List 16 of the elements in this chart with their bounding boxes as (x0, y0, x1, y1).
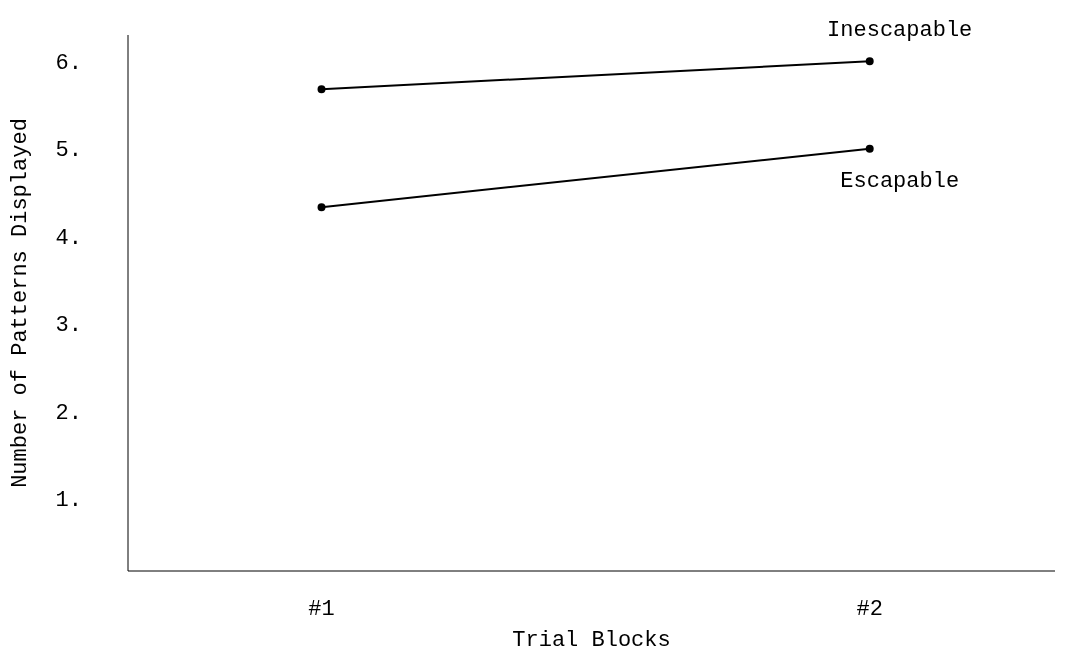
y-tick-label: 3. (55, 313, 82, 339)
y-tick-label: 4. (55, 225, 82, 251)
point (317, 203, 326, 212)
x-axis-title: Trial Blocks (512, 628, 671, 653)
series-label: Inescapable (827, 18, 973, 44)
y-tick-label: 1. (55, 488, 82, 514)
y-tick-label: 2. (55, 400, 82, 426)
x-tick-label: #2 (856, 596, 883, 622)
series-label: Escapable (840, 168, 960, 194)
y-tick-label: 6. (55, 51, 82, 77)
point (865, 144, 874, 153)
point (317, 85, 326, 94)
point (865, 57, 874, 66)
y-tick-label: 5. (55, 138, 82, 164)
y-axis-title: Number of Patterns Displayed (7, 118, 33, 488)
x-tick-label: #1 (308, 596, 335, 622)
